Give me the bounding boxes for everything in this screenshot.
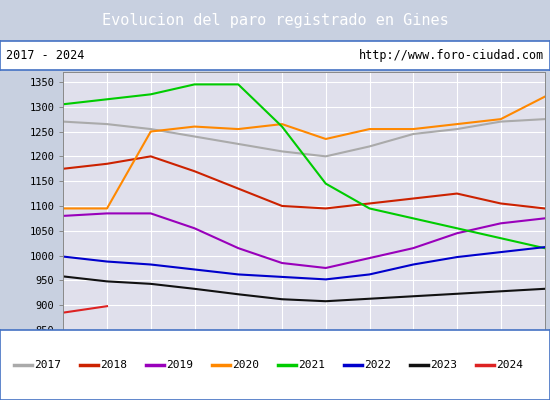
Text: 2022: 2022 (364, 360, 391, 370)
Text: 2021: 2021 (298, 360, 325, 370)
Text: http://www.foro-ciudad.com: http://www.foro-ciudad.com (359, 49, 544, 62)
Text: 2020: 2020 (232, 360, 259, 370)
Text: Evolucion del paro registrado en Gines: Evolucion del paro registrado en Gines (102, 14, 448, 28)
Text: 2017: 2017 (34, 360, 61, 370)
Text: 2018: 2018 (100, 360, 127, 370)
Text: 2023: 2023 (430, 360, 457, 370)
Text: 2017 - 2024: 2017 - 2024 (6, 49, 84, 62)
Text: 2019: 2019 (166, 360, 193, 370)
Text: 2024: 2024 (496, 360, 523, 370)
